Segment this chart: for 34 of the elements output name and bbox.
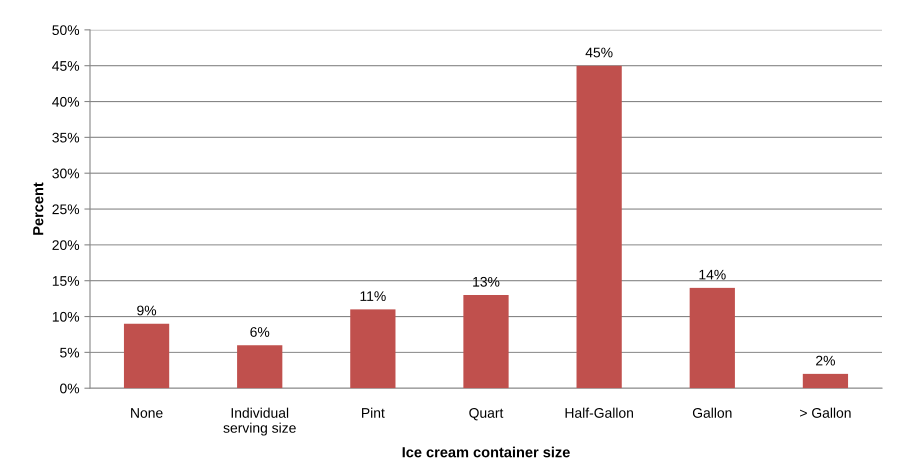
y-tick-label: 50% [52, 25, 80, 36]
y-tick-label: 35% [52, 132, 80, 143]
y-tick-label: 10% [52, 312, 80, 322]
x-axis-title: Ice cream container size [402, 446, 570, 458]
x-tick-label: None [131, 408, 163, 418]
data-label: 6% [250, 327, 270, 337]
data-label: 2% [816, 356, 835, 366]
x-tick-label: Individual serving size [223, 408, 296, 436]
data-label: 45% [586, 48, 613, 58]
data-label: 13% [473, 276, 500, 287]
y-axis-title: Percent [33, 182, 44, 235]
y-tick-label: 40% [52, 96, 80, 107]
y-tick-label: 20% [52, 240, 80, 250]
y-tick-label: 25% [52, 204, 80, 214]
x-tick-label: Gallon [692, 408, 732, 418]
y-tick-label: 0% [60, 384, 80, 394]
data-label: 9% [137, 306, 156, 316]
data-label: 14% [699, 270, 726, 280]
y-tick-label: 15% [52, 276, 80, 286]
bar [350, 309, 396, 388]
bar [124, 324, 170, 388]
bar [463, 295, 509, 388]
x-tick-label: Half-Gallon [566, 408, 633, 418]
x-tick-label: Quart [469, 408, 504, 420]
y-tick-label: 5% [60, 348, 80, 358]
x-tick-label: Pint [362, 408, 385, 418]
y-tick-label: 45% [52, 61, 80, 71]
bar [576, 66, 622, 388]
data-label: 11% [360, 291, 386, 302]
bar [237, 345, 282, 388]
y-tick-label: 30% [52, 168, 80, 178]
bar [802, 374, 848, 388]
x-tick-label: > Gallon [800, 408, 851, 418]
bar [690, 288, 735, 388]
